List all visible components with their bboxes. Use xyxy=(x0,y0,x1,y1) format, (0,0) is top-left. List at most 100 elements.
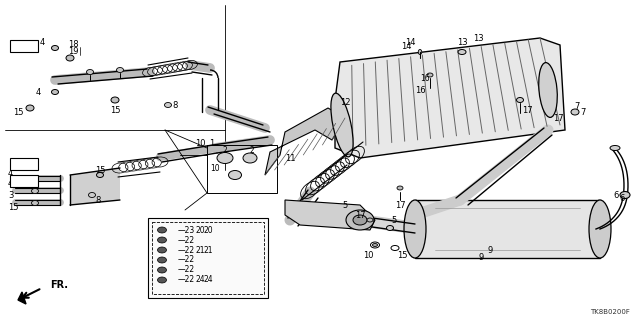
Text: 20: 20 xyxy=(203,226,212,235)
Text: 15: 15 xyxy=(109,106,120,115)
Polygon shape xyxy=(265,108,345,175)
Text: —22: —22 xyxy=(178,266,195,275)
Text: 4: 4 xyxy=(40,37,45,46)
Bar xyxy=(10,40,38,52)
Ellipse shape xyxy=(458,50,466,54)
Bar xyxy=(148,218,268,298)
Text: —22: —22 xyxy=(178,276,195,284)
Ellipse shape xyxy=(397,186,403,190)
Text: 10: 10 xyxy=(195,139,205,148)
Ellipse shape xyxy=(31,177,38,181)
Text: 4: 4 xyxy=(35,87,40,97)
Ellipse shape xyxy=(31,188,38,194)
Text: 4: 4 xyxy=(8,179,13,188)
Text: 7: 7 xyxy=(574,101,580,110)
Ellipse shape xyxy=(31,201,38,205)
Ellipse shape xyxy=(331,93,353,157)
Ellipse shape xyxy=(157,237,166,243)
Text: 17: 17 xyxy=(522,106,532,115)
Ellipse shape xyxy=(539,63,557,117)
Ellipse shape xyxy=(228,171,241,180)
Ellipse shape xyxy=(157,277,166,283)
Polygon shape xyxy=(335,38,565,158)
Text: 17: 17 xyxy=(395,201,405,210)
Text: 16: 16 xyxy=(420,74,430,83)
Ellipse shape xyxy=(157,247,166,253)
Ellipse shape xyxy=(26,105,34,111)
Text: —23: —23 xyxy=(178,226,195,235)
Text: E-4: E-4 xyxy=(17,42,31,51)
Ellipse shape xyxy=(157,267,166,273)
Text: 17: 17 xyxy=(553,114,563,123)
Bar xyxy=(415,200,600,258)
Text: E-4: E-4 xyxy=(17,159,31,169)
Text: 8: 8 xyxy=(172,100,178,109)
Text: 9: 9 xyxy=(478,253,484,262)
Polygon shape xyxy=(358,216,415,233)
Text: 1: 1 xyxy=(209,139,214,148)
Text: 10: 10 xyxy=(363,251,373,260)
Text: —22: —22 xyxy=(178,255,195,265)
Polygon shape xyxy=(285,200,375,230)
Polygon shape xyxy=(70,168,120,205)
Text: 24: 24 xyxy=(203,276,212,284)
Text: 13: 13 xyxy=(457,37,467,46)
Text: 20: 20 xyxy=(195,226,205,235)
Ellipse shape xyxy=(66,55,74,61)
Text: 9: 9 xyxy=(488,245,493,254)
Text: 2: 2 xyxy=(250,146,254,155)
Ellipse shape xyxy=(620,191,630,198)
Ellipse shape xyxy=(372,244,378,246)
Text: 4: 4 xyxy=(8,169,13,178)
Text: 17: 17 xyxy=(355,211,365,220)
Text: 16: 16 xyxy=(415,85,426,94)
Text: 14: 14 xyxy=(404,37,415,46)
Ellipse shape xyxy=(111,97,119,103)
Ellipse shape xyxy=(86,69,93,75)
Ellipse shape xyxy=(404,200,426,258)
Ellipse shape xyxy=(88,193,95,197)
Text: 21: 21 xyxy=(203,245,212,254)
Ellipse shape xyxy=(116,68,124,73)
Text: 21: 21 xyxy=(195,245,205,254)
Ellipse shape xyxy=(217,153,233,164)
Ellipse shape xyxy=(516,98,524,102)
Text: 5: 5 xyxy=(342,201,348,210)
Text: E-4: E-4 xyxy=(17,177,31,186)
Text: 12: 12 xyxy=(340,98,350,107)
Ellipse shape xyxy=(427,73,433,77)
Ellipse shape xyxy=(97,172,104,178)
Text: FR.: FR. xyxy=(50,280,68,290)
Text: 10: 10 xyxy=(210,164,220,172)
Text: 14: 14 xyxy=(401,42,412,51)
Bar xyxy=(152,222,264,294)
Polygon shape xyxy=(18,292,26,304)
Text: 15: 15 xyxy=(95,165,105,174)
Ellipse shape xyxy=(243,153,257,163)
Text: 5: 5 xyxy=(392,215,397,225)
Ellipse shape xyxy=(51,45,58,51)
Ellipse shape xyxy=(164,102,172,108)
Text: 8: 8 xyxy=(95,196,100,204)
Text: 19: 19 xyxy=(68,46,78,55)
Text: 13: 13 xyxy=(473,34,483,43)
Text: 2: 2 xyxy=(223,146,227,155)
Text: 6: 6 xyxy=(620,194,625,203)
Ellipse shape xyxy=(367,218,373,222)
Text: 24: 24 xyxy=(195,276,205,284)
Bar xyxy=(10,158,38,170)
Text: 7: 7 xyxy=(580,108,586,116)
Ellipse shape xyxy=(419,50,422,54)
Ellipse shape xyxy=(51,90,58,94)
Ellipse shape xyxy=(353,215,367,225)
Ellipse shape xyxy=(157,227,166,233)
Bar xyxy=(10,175,38,187)
Text: 18: 18 xyxy=(68,39,78,49)
Bar xyxy=(207,145,277,193)
Text: TK8B0200F: TK8B0200F xyxy=(590,309,630,315)
Ellipse shape xyxy=(610,146,620,150)
Text: 6: 6 xyxy=(614,190,619,199)
Text: —22: —22 xyxy=(178,236,195,244)
Ellipse shape xyxy=(571,109,579,115)
Ellipse shape xyxy=(589,200,611,258)
